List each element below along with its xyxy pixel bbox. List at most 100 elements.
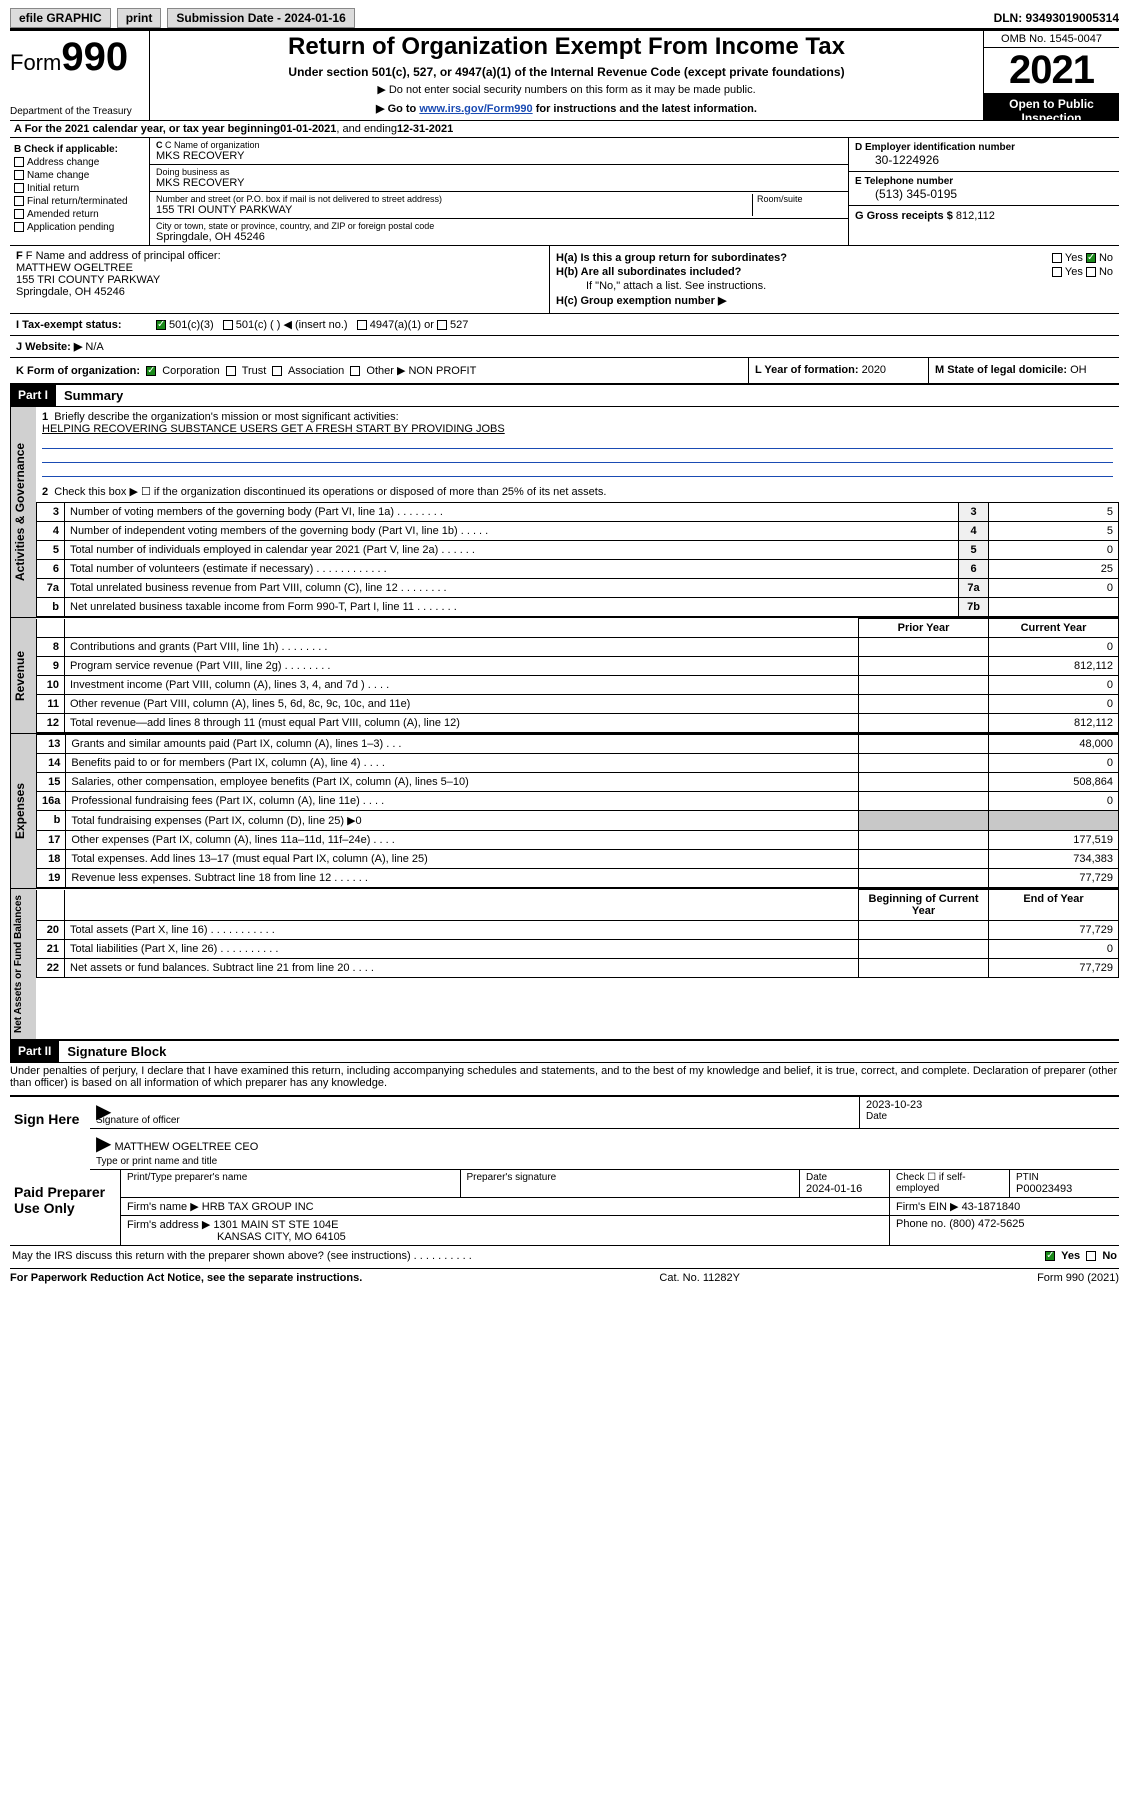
efile-button[interactable]: efile GRAPHIC (10, 8, 111, 28)
gross-receipts: 812,112 (956, 210, 995, 222)
dba-name: MKS RECOVERY (156, 177, 842, 189)
line-num: b (37, 598, 65, 617)
line-box: 4 (959, 522, 989, 541)
ha-no[interactable] (1086, 253, 1096, 263)
line-num: 10 (37, 676, 65, 695)
line-desc: Salaries, other compensation, employee b… (66, 773, 859, 792)
col-header: Current Year (989, 619, 1119, 638)
discuss-no[interactable] (1086, 1251, 1096, 1261)
year-cell: OMB No. 1545-0047 2021 Open to Public In… (984, 31, 1119, 130)
form-header: Form990 Department of the Treasury Inter… (10, 28, 1119, 130)
cb-501c3[interactable] (156, 320, 166, 330)
line-num: 15 (37, 773, 66, 792)
line-num: 9 (37, 657, 65, 676)
line-value: 5 (989, 522, 1119, 541)
cb-trust[interactable] (226, 366, 236, 376)
line-num: 21 (37, 940, 65, 959)
col-header: Beginning of Current Year (859, 890, 989, 921)
prior-value (859, 735, 989, 754)
officer-name: MATTHEW OGELTREE (16, 262, 543, 274)
line-num: 11 (37, 695, 65, 714)
current-value: 77,729 (989, 959, 1119, 978)
checkbox-amended[interactable] (14, 209, 24, 219)
line-desc: Net assets or fund balances. Subtract li… (65, 959, 859, 978)
line-i-tax-status: I Tax-exempt status: 501(c)(3) 501(c) ( … (10, 313, 1119, 335)
part-i-header: Part I Summary (10, 383, 1119, 407)
line-num: 4 (37, 522, 65, 541)
page-footer: For Paperwork Reduction Act Notice, see … (10, 1268, 1119, 1284)
cb-assoc[interactable] (272, 366, 282, 376)
block-fh: F F Name and address of principal office… (10, 245, 1119, 313)
state-domicile: OH (1070, 364, 1087, 376)
checkbox-initial-return[interactable] (14, 183, 24, 193)
ein-value: 30-1224926 (855, 153, 1113, 167)
cb-other[interactable] (350, 366, 360, 376)
discuss-yes[interactable] (1045, 1251, 1055, 1261)
hb-yes[interactable] (1052, 267, 1062, 277)
cb-4947[interactable] (357, 320, 367, 330)
line-value (989, 598, 1119, 617)
paid-preparer-block: Paid Preparer Use Only Print/Type prepar… (10, 1170, 1119, 1246)
line-value: 5 (989, 503, 1119, 522)
form-subtitle: Under section 501(c), 527, or 4947(a)(1)… (156, 65, 977, 79)
line-desc: Other revenue (Part VIII, column (A), li… (65, 695, 859, 714)
cb-501c[interactable] (223, 320, 233, 330)
form-prefix: Form (10, 50, 61, 75)
line-desc: Total number of volunteers (estimate if … (65, 560, 959, 579)
line-box: 7a (959, 579, 989, 598)
ssn-note: ▶ Do not enter social security numbers o… (156, 83, 977, 96)
line-j-website: J Website: ▶ N/A (10, 335, 1119, 357)
ha-yes[interactable] (1052, 253, 1062, 263)
hb-no[interactable] (1086, 267, 1096, 277)
col-h-group: H(a) Is this a group return for subordin… (550, 246, 1119, 313)
checkbox-address-change[interactable] (14, 157, 24, 167)
line-desc: Total expenses. Add lines 13–17 (must eq… (66, 850, 859, 869)
line-num: 3 (37, 503, 65, 522)
prior-value (859, 940, 989, 959)
prior-value (859, 959, 989, 978)
line-num: 12 (37, 714, 65, 733)
col-header: End of Year (989, 890, 1119, 921)
prior-value (859, 754, 989, 773)
section-revenue: Revenue Prior Year Current Year8 Contrib… (10, 618, 1119, 734)
checkbox-final-return[interactable] (14, 196, 24, 206)
current-value: 0 (989, 940, 1119, 959)
checkbox-application[interactable] (14, 222, 24, 232)
current-value: 508,864 (989, 773, 1119, 792)
line-num: 19 (37, 869, 66, 888)
print-button[interactable]: print (117, 8, 162, 28)
org-name: MKS RECOVERY (156, 150, 842, 162)
line-num: 13 (37, 735, 66, 754)
line-desc: Total number of individuals employed in … (65, 541, 959, 560)
top-toolbar: efile GRAPHIC print Submission Date - 20… (10, 8, 1119, 28)
line-value: 0 (989, 579, 1119, 598)
block-bcde: B Check if applicable: Address change Na… (10, 137, 1119, 245)
line-desc: Program service revenue (Part VIII, line… (65, 657, 859, 676)
form-number: 990 (61, 35, 128, 79)
sign-here-block: Sign Here ▶ Signature of officer 2023-10… (10, 1095, 1119, 1170)
firm-name: HRB TAX GROUP INC (202, 1201, 314, 1213)
line-desc: Net unrelated business taxable income fr… (65, 598, 959, 617)
street-address: 155 TRI OUNTY PARKWAY (156, 204, 752, 216)
part-ii-header: Part II Signature Block (10, 1041, 1119, 1063)
prior-value (859, 921, 989, 940)
line-desc: Investment income (Part VIII, column (A)… (65, 676, 859, 695)
irs-link[interactable]: www.irs.gov/Form990 (419, 103, 532, 115)
line-box: 3 (959, 503, 989, 522)
prep-date: 2024-01-16 (806, 1183, 883, 1195)
cb-corp[interactable] (146, 366, 156, 376)
year-formation: 2020 (862, 364, 886, 376)
line-num: 14 (37, 754, 66, 773)
vtab-expenses: Expenses (10, 734, 36, 888)
checkbox-name-change[interactable] (14, 170, 24, 180)
mission-text: HELPING RECOVERING SUBSTANCE USERS GET A… (42, 423, 505, 435)
line-num: 5 (37, 541, 65, 560)
col-b-checkboxes: B Check if applicable: Address change Na… (10, 138, 150, 245)
line-desc: Total unrelated business revenue from Pa… (65, 579, 959, 598)
cb-527[interactable] (437, 320, 447, 330)
prior-value (859, 792, 989, 811)
form-title: Return of Organization Exempt From Incom… (156, 33, 977, 61)
line-desc: Contributions and grants (Part VIII, lin… (65, 638, 859, 657)
telephone: (513) 345-0195 (855, 187, 1113, 201)
penalty-statement: Under penalties of perjury, I declare th… (10, 1063, 1119, 1095)
